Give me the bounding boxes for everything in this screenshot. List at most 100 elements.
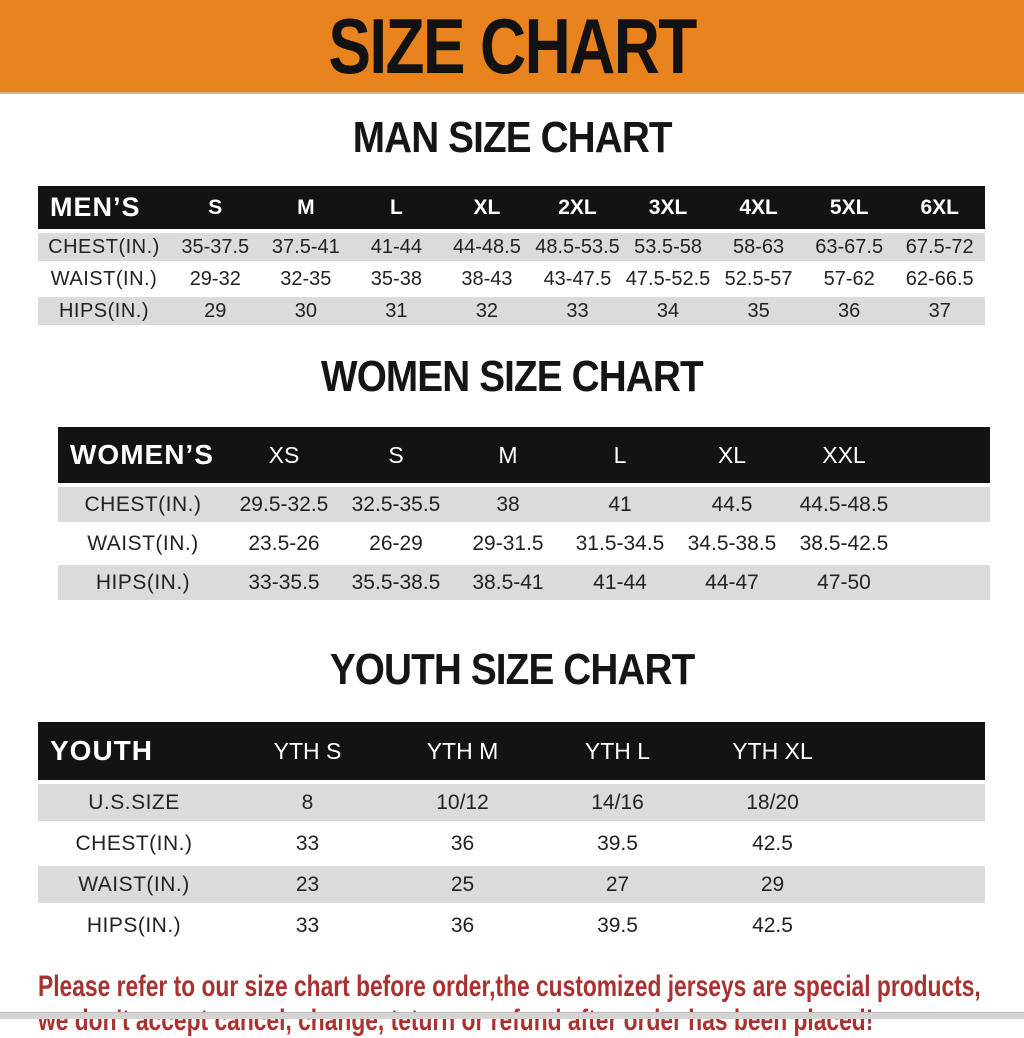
size-value-cell: 35.5-38.5 — [351, 570, 441, 594]
youth-table-header-bar: YOUTH YTH S YTH M YTH L YTH XL — [38, 722, 985, 780]
size-value-cell: 36 — [838, 299, 861, 322]
men-hips-row: HIPS(IN.) 29 30 31 32 33 34 35 36 37 — [38, 297, 985, 325]
men-table-header-bar: MEN’S S M L XL 2XL 3XL 4XL 5XL 6XL — [38, 186, 985, 229]
women-size-head-xs: XS — [268, 441, 300, 468]
size-value-cell: 38.5-41 — [472, 570, 544, 594]
row-label: WAIST(IN.) — [87, 531, 199, 555]
size-value-cell: 33-35.5 — [248, 570, 320, 594]
size-value-cell: 38 — [496, 492, 520, 516]
man-section-title-text: MAN SIZE CHART — [352, 113, 673, 162]
men-waist-row: WAIST(IN.) 29-32 32-35 35-38 38-43 43-47… — [38, 265, 985, 293]
youth-group-label: YOUTH — [50, 735, 153, 766]
size-value-cell: 32 — [475, 299, 499, 322]
women-size-head-l: L — [613, 441, 627, 468]
men-group-label: MEN’S — [50, 192, 141, 222]
youth-size-head-l: YTH L — [584, 737, 651, 764]
row-label: HIPS(IN.) — [95, 570, 191, 594]
youth-section-title-text: YOUTH SIZE CHART — [329, 645, 695, 694]
youth-section-title: YOUTH SIZE CHART — [0, 646, 1024, 704]
men-size-head-m: M — [297, 195, 315, 219]
size-value-cell: 67.5-72 — [905, 235, 974, 258]
size-value-cell: 38-43 — [461, 267, 513, 290]
women-section-title: WOMEN SIZE CHART — [0, 353, 1024, 411]
size-value-cell: 36 — [450, 831, 475, 855]
size-value-cell: 10/12 — [436, 790, 489, 814]
women-group-label: WOMEN’S — [70, 439, 214, 470]
youth-chest-row: CHEST(IN.) 33 36 39.5 42.5 — [38, 825, 985, 862]
size-value-cell: 32-35 — [280, 267, 332, 290]
youth-size-head-xl: YTH XL — [732, 737, 813, 764]
size-value-cell: 44.5 — [711, 492, 753, 516]
size-value-cell: 43-47.5 — [543, 267, 612, 290]
size-value-cell: 33 — [566, 299, 589, 322]
size-value-cell: 31 — [385, 299, 408, 322]
size-value-cell: 41-44 — [370, 235, 422, 258]
banner-title: SIZE CHART — [328, 2, 697, 90]
women-table-header-bar: WOMEN’S XS S M L XL XXL — [58, 427, 990, 483]
women-size-head-m: M — [498, 441, 518, 468]
size-value-cell: 18/20 — [746, 790, 799, 814]
row-label: HIPS(IN.) — [86, 913, 182, 937]
row-label: WAIST(IN.) — [78, 872, 190, 896]
size-value-cell: 33 — [295, 831, 320, 855]
youth-size-table: YOUTH YTH S YTH M YTH L YTH XL U.S.SIZE … — [38, 722, 985, 944]
youth-ussize-row: U.S.SIZE 8 10/12 14/16 18/20 — [38, 784, 985, 821]
size-value-cell: 44-48.5 — [453, 235, 521, 258]
size-value-cell: 30 — [294, 299, 317, 322]
row-label: U.S.SIZE — [88, 790, 180, 814]
size-value-cell: 53.5-58 — [634, 235, 702, 258]
size-value-cell: 26-29 — [369, 531, 423, 555]
size-value-cell: 44.5-48.5 — [799, 492, 889, 516]
size-value-cell: 29 — [204, 299, 227, 322]
size-value-cell: 35-37.5 — [181, 235, 250, 258]
men-size-head-s: S — [208, 195, 223, 219]
men-size-table: MEN’S S M L XL 2XL 3XL 4XL 5XL 6XL CHEST… — [38, 186, 985, 325]
size-value-cell: 27 — [605, 872, 630, 896]
size-value-cell: 52.5-57 — [724, 267, 793, 290]
footer-note: Please refer to our size chart before or… — [38, 970, 1024, 1038]
bottom-strip — [0, 1012, 1024, 1019]
size-value-cell: 35 — [747, 299, 770, 322]
size-value-cell: 34.5-38.5 — [687, 531, 777, 555]
women-size-table: WOMEN’S XS S M L XL XXL CHEST(IN.) 29.5-… — [58, 427, 990, 600]
women-section-title-text: WOMEN SIZE CHART — [321, 352, 704, 401]
men-size-head-6xl: 6XL — [920, 195, 959, 219]
size-value-cell: 42.5 — [752, 831, 793, 855]
size-value-cell: 38.5-42.5 — [799, 531, 889, 555]
size-value-cell: 47.5-52.5 — [625, 267, 711, 290]
size-value-cell: 29-31.5 — [472, 531, 544, 555]
women-size-head-s: S — [388, 441, 404, 468]
women-chest-row: CHEST(IN.) 29.5-32.5 32.5-35.5 38 41 44.… — [58, 487, 990, 522]
youth-size-head-s: YTH S — [273, 737, 342, 764]
size-chart-banner: SIZE CHART — [0, 0, 1024, 94]
size-value-cell: 47-50 — [817, 570, 871, 594]
men-size-head-3xl: 3XL — [648, 195, 688, 219]
row-label: CHEST(IN.) — [75, 831, 193, 855]
size-value-cell: 44-47 — [705, 570, 759, 594]
size-value-cell: 25 — [450, 872, 475, 896]
man-section-title: MAN SIZE CHART — [0, 114, 1024, 172]
size-value-cell: 48.5-53.5 — [535, 235, 620, 258]
size-value-cell: 8 — [301, 790, 314, 814]
size-value-cell: 14/16 — [591, 790, 644, 814]
youth-size-head-m: YTH M — [426, 737, 499, 764]
row-label: CHEST(IN.) — [48, 235, 160, 258]
size-value-cell: 31.5-34.5 — [575, 531, 665, 555]
size-value-cell: 62-66.5 — [905, 267, 974, 290]
women-waist-row: WAIST(IN.) 23.5-26 26-29 29-31.5 31.5-34… — [58, 526, 990, 561]
size-value-cell: 37 — [928, 299, 951, 322]
size-value-cell: 58-63 — [733, 235, 785, 258]
size-value-cell: 39.5 — [597, 831, 638, 855]
size-value-cell: 41-44 — [593, 570, 647, 594]
youth-hips-row: HIPS(IN.) 33 36 39.5 42.5 — [38, 907, 985, 944]
row-label: WAIST(IN.) — [50, 267, 158, 290]
youth-waist-row: WAIST(IN.) 23 25 27 29 — [38, 866, 985, 903]
men-chest-row: CHEST(IN.) 35-37.5 37.5-41 41-44 44-48.5… — [38, 233, 985, 261]
size-value-cell: 23.5-26 — [248, 531, 320, 555]
men-size-head-xl: XL — [473, 195, 501, 219]
size-value-cell: 29.5-32.5 — [239, 492, 329, 516]
size-value-cell: 29 — [760, 872, 785, 896]
men-size-head-l: L — [389, 195, 403, 219]
men-size-head-4xl: 4XL — [739, 195, 778, 219]
men-size-head-5xl: 5XL — [829, 195, 869, 219]
